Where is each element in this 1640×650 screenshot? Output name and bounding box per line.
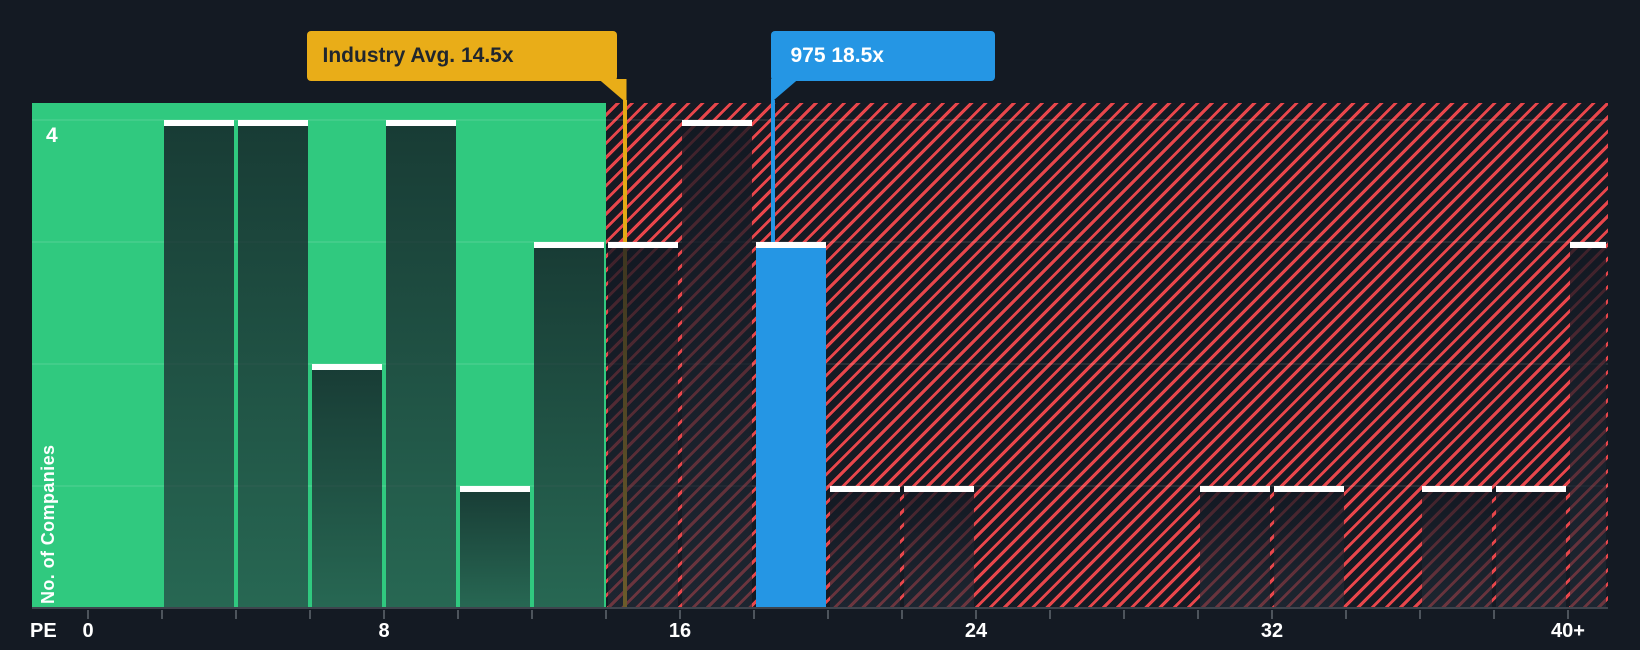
- x-tick-pe-6: [309, 610, 311, 619]
- bar-top-cap: [386, 120, 456, 126]
- histogram-bar-pe-32-34[interactable]: [1274, 486, 1344, 608]
- x-tick-label-0: 0: [82, 620, 94, 642]
- company-marker-line: [770, 100, 775, 242]
- x-tick-label-24: 24: [964, 620, 988, 642]
- x-tick-pe-14: [605, 610, 607, 619]
- y-axis-max-label: 4: [46, 124, 58, 147]
- x-tick-pe-24: [975, 610, 977, 619]
- bar-top-cap: [1200, 486, 1270, 492]
- y-axis-title: No. of Companies: [38, 444, 58, 604]
- x-tick-label-16: 16: [668, 620, 692, 642]
- x-tick-pe-18: [753, 610, 755, 619]
- bar-top-cap: [756, 242, 826, 248]
- bar-top-cap: [1496, 486, 1566, 492]
- histogram-bar-pe-40-plus[interactable]: [1570, 242, 1606, 608]
- histogram-bar-pe-18-20[interactable]: [756, 242, 826, 608]
- company-callout: 975 18.5x: [770, 31, 995, 81]
- histogram-bar-pe-16-18[interactable]: [682, 120, 752, 608]
- histogram-bar-pe-10-12[interactable]: [460, 486, 530, 608]
- x-tick-pe-4: [235, 610, 237, 619]
- x-tick-pe-20: [827, 610, 829, 619]
- bar-top-cap: [904, 486, 974, 492]
- x-axis-line: [32, 607, 1608, 609]
- x-tick-pe-22: [901, 610, 903, 619]
- histogram-bar-pe-30-32[interactable]: [1200, 486, 1270, 608]
- histogram-bar-pe-2-4[interactable]: [164, 120, 234, 608]
- bar-top-cap: [312, 364, 382, 370]
- bar-top-cap: [1422, 486, 1492, 492]
- x-tick-label-8: 8: [378, 620, 390, 642]
- x-tick-label-32: 32: [1260, 620, 1284, 642]
- x-tick-pe-26: [1049, 610, 1051, 619]
- histogram-bar-pe-22-24[interactable]: [904, 486, 974, 608]
- x-tick-label-40+: 40+: [1551, 620, 1585, 642]
- histogram-bar-pe-38-40[interactable]: [1496, 486, 1566, 608]
- bar-top-cap: [830, 486, 900, 492]
- gridline-4: [32, 119, 1608, 121]
- histogram-bar-pe-6-8[interactable]: [312, 364, 382, 608]
- x-tick-pe-0: [87, 610, 89, 619]
- histogram-bar-pe-36-38[interactable]: [1422, 486, 1492, 608]
- x-tick-pe-10: [457, 610, 459, 619]
- x-tick-pe-8: [383, 610, 385, 619]
- x-tick-pe-32: [1271, 610, 1273, 619]
- x-tick-pe-30: [1197, 610, 1199, 619]
- x-tick-pe-38: [1493, 610, 1495, 619]
- industry-average-callout-label: Industry Avg. 14.5x: [322, 44, 514, 67]
- bar-top-cap: [1570, 242, 1606, 248]
- x-tick-pe-16: [679, 610, 681, 619]
- bar-top-cap: [164, 120, 234, 126]
- x-axis-title: PE: [30, 620, 57, 642]
- x-tick-pe-12: [531, 610, 533, 619]
- x-tick-pe-2: [161, 610, 163, 619]
- bar-top-cap: [460, 486, 530, 492]
- bar-top-cap: [534, 242, 604, 248]
- x-tick-pe-34: [1345, 610, 1347, 619]
- histogram-bar-pe-12-14[interactable]: [534, 242, 604, 608]
- bar-top-cap: [608, 242, 678, 248]
- bar-top-cap: [1274, 486, 1344, 492]
- x-tick-pe-36: [1419, 610, 1421, 619]
- histogram-bar-pe-14-16[interactable]: [608, 242, 678, 608]
- company-callout-pointer-icon: [770, 79, 799, 103]
- company-callout-label: 975 18.5x: [790, 44, 884, 67]
- bar-top-cap: [238, 120, 308, 126]
- histogram-bar-pe-4-6[interactable]: [238, 120, 308, 608]
- histogram-bar-pe-20-22[interactable]: [830, 486, 900, 608]
- x-tick-pe-40: [1567, 610, 1569, 619]
- histogram-bar-pe-8-10[interactable]: [386, 120, 456, 608]
- bar-top-cap: [682, 120, 752, 126]
- industry-average-callout: Industry Avg. 14.5x: [306, 31, 617, 81]
- x-tick-pe-28: [1123, 610, 1125, 619]
